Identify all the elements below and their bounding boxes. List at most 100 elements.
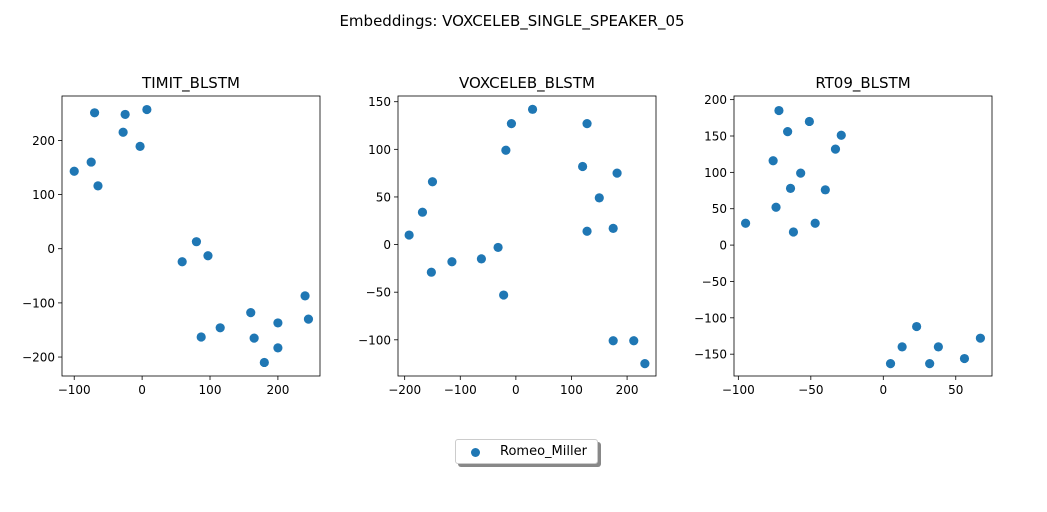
axes-frame <box>397 95 657 377</box>
scatter-point <box>804 116 814 127</box>
scatter-point <box>836 130 846 140</box>
x-tick-label: 0 <box>512 383 520 397</box>
y-tick-label: −150 <box>694 348 727 362</box>
scatter-point <box>527 104 538 114</box>
scatter-point <box>594 193 604 203</box>
scatter-point <box>93 181 103 191</box>
subplot-1: TIMIT_BLSTM −100 0 100 200 −200 −100 0 100 200 <box>22 74 321 397</box>
scatter-point <box>912 321 922 332</box>
scatter-point <box>191 237 202 247</box>
scatter-point <box>135 141 145 151</box>
scatter-point <box>118 127 128 137</box>
scatter-point <box>300 291 310 301</box>
scatter-point <box>426 267 436 277</box>
x-tick-label: 0 <box>879 383 887 397</box>
scatter-point <box>925 359 935 369</box>
scatter-point <box>788 227 799 237</box>
scatter-point <box>582 119 592 129</box>
scatter-point <box>249 333 259 343</box>
y-tick-label: 100 <box>704 166 727 180</box>
subplot-3: RT09_BLSTM −100 −50 0 50 −150 −100 −50 0 50 100 150… <box>694 74 993 397</box>
legend-marker <box>471 448 480 457</box>
scatter-point <box>404 230 414 240</box>
x-tick-label: −200 <box>388 383 421 397</box>
scatter-point <box>501 145 511 155</box>
scatter-point <box>215 323 225 333</box>
y-tick-label: −100 <box>22 296 55 310</box>
y-tick-label: 150 <box>704 130 727 144</box>
scatter-point <box>447 257 457 267</box>
y-tick-label: 0 <box>47 242 55 256</box>
subplot-title: RT09_BLSTM <box>815 74 910 93</box>
figure-title: Embeddings: VOXCELEB_SINGLE_SPEAKER_05 <box>339 12 685 30</box>
x-tick-label: 50 <box>948 383 963 397</box>
y-tick-label: 100 <box>32 188 55 202</box>
scatter-point <box>608 336 618 346</box>
subplot-title: VOXCELEB_BLSTM <box>459 74 595 93</box>
scatter-point <box>785 183 796 193</box>
y-tick-label: −100 <box>694 311 727 325</box>
scatter-point <box>259 357 269 368</box>
scatter-point <box>69 166 79 176</box>
scatter-point <box>578 161 588 172</box>
scatter-point <box>783 127 793 137</box>
axes-frame <box>733 95 993 377</box>
scatter-point <box>273 318 283 328</box>
scatter-point <box>120 109 130 120</box>
scatter-point <box>820 185 830 195</box>
axes-frame <box>61 95 321 377</box>
y-tick-label: 200 <box>32 134 55 148</box>
scatter-point <box>771 202 781 212</box>
scatter-point <box>975 333 986 343</box>
scatter-point <box>476 254 487 264</box>
scatter-point <box>885 359 896 369</box>
scatter-point <box>427 177 438 187</box>
scatter-point <box>796 168 806 178</box>
subplot-2: VOXCELEB_BLSTM −200 −100 0 100 200 −100 −50 0 50 1… <box>358 74 657 397</box>
scatter-point <box>246 308 256 318</box>
scatter-point <box>89 108 100 118</box>
x-tick-label: 200 <box>616 383 639 397</box>
x-tick-label: −100 <box>58 383 91 397</box>
scatter-point <box>303 314 314 324</box>
y-tick-label: −100 <box>358 333 391 347</box>
y-tick-label: −200 <box>22 351 55 365</box>
y-tick-label: −50 <box>366 286 391 300</box>
y-tick-label: 50 <box>712 202 727 216</box>
scatter-point <box>640 359 650 369</box>
y-tick-label: 100 <box>368 143 391 157</box>
scatter-point <box>203 251 213 261</box>
scatter-point <box>612 168 622 178</box>
scatter-point <box>506 119 517 129</box>
scatter-point <box>582 226 592 236</box>
scatter-point <box>499 290 509 300</box>
y-tick-label: 150 <box>368 95 391 109</box>
x-tick-label: −50 <box>798 383 823 397</box>
y-tick-label: 0 <box>383 238 391 252</box>
x-tick-label: 0 <box>138 383 146 397</box>
scatter-point <box>629 336 639 346</box>
legend: Romeo_Miller <box>455 439 598 464</box>
scatter-point <box>933 342 943 352</box>
scatter-point <box>830 144 841 154</box>
scatter-point <box>768 156 778 166</box>
scatter-point <box>810 218 820 228</box>
scatter-point <box>897 342 907 352</box>
scatter-point <box>177 257 187 267</box>
y-tick-label: 0 <box>719 239 727 253</box>
scatter-point <box>273 343 283 353</box>
scatter-point <box>608 223 618 233</box>
scatter-point <box>417 207 428 217</box>
x-tick-label: −100 <box>722 383 755 397</box>
x-tick-label: 100 <box>560 383 583 397</box>
x-tick-label: 100 <box>199 383 222 397</box>
x-tick-label: 200 <box>266 383 289 397</box>
scatter-point <box>142 104 152 115</box>
scatter-point <box>86 157 96 167</box>
scatter-point <box>196 332 206 342</box>
y-tick-label: −50 <box>702 275 727 289</box>
y-tick-label: 200 <box>704 93 727 107</box>
scatter-point <box>959 353 970 364</box>
